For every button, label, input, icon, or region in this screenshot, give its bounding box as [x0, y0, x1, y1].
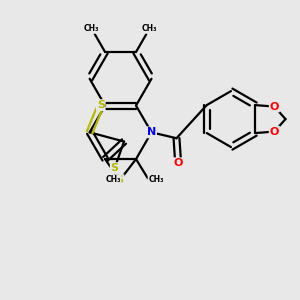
Text: CH₃: CH₃: [84, 24, 99, 33]
Text: O: O: [270, 127, 279, 136]
Text: S: S: [97, 100, 105, 110]
Text: O: O: [270, 102, 279, 112]
Text: CH₃: CH₃: [105, 175, 121, 184]
Text: CH₃: CH₃: [142, 24, 157, 33]
Text: S: S: [111, 163, 119, 173]
Text: CH₃: CH₃: [148, 175, 164, 184]
Text: O: O: [173, 158, 183, 168]
Text: S: S: [116, 175, 124, 185]
Text: N: N: [147, 127, 156, 137]
